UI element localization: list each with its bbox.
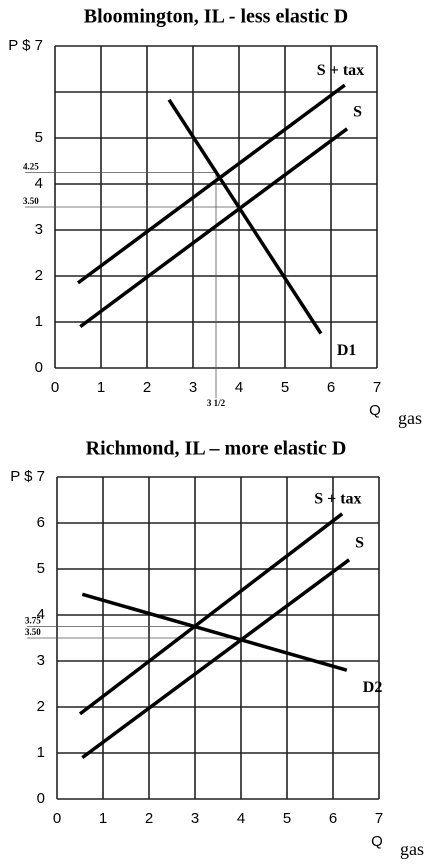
y-tick-label: 4	[37, 606, 45, 623]
x-tick-label: 5	[283, 810, 291, 827]
x-tick-label: 2	[145, 810, 153, 827]
x-tick-label: 1	[97, 379, 105, 396]
y-tick-label: 0	[37, 790, 45, 807]
x-tick-label: 3	[189, 379, 197, 396]
y-tick-label: P $ 7	[8, 37, 43, 54]
series-label: S	[353, 103, 362, 120]
x-axis-label: Q	[371, 833, 383, 850]
series-line	[78, 512, 344, 716]
y-tick-label: 3	[35, 221, 43, 238]
guide-label: 3.50	[23, 196, 39, 206]
guide-label: 3 1/2	[207, 398, 226, 408]
x-tick-label: 7	[375, 810, 383, 827]
series-line	[167, 98, 323, 335]
y-tick-label: 2	[35, 267, 43, 284]
guide-label: 3.75	[25, 616, 41, 626]
y-tick-label: 5	[35, 129, 43, 146]
guide-label: 3.50	[25, 627, 41, 637]
x-tick-label: 1	[99, 810, 107, 827]
x-tick-label: 4	[237, 810, 245, 827]
x-tick-label: 5	[281, 379, 289, 396]
x-tick-label: 0	[51, 379, 59, 396]
series-label: S + tax	[314, 490, 361, 507]
y-tick-label: 1	[37, 744, 45, 761]
chart-title: Bloomington, IL - less elastic D	[84, 6, 348, 28]
series-label: D2	[363, 679, 383, 696]
guide-label: 4.25	[23, 162, 39, 172]
y-tick-label: 1	[35, 313, 43, 330]
x-axis-label: Q	[369, 402, 381, 419]
x-tick-label: 6	[327, 379, 335, 396]
x-tick-label: 0	[53, 810, 61, 827]
series-label: D1	[337, 342, 357, 359]
x-tick-label: 2	[143, 379, 151, 396]
x-tick-label: 4	[235, 379, 243, 396]
series-label: S	[355, 534, 364, 551]
series-line	[76, 83, 346, 285]
y-tick-label: 2	[37, 698, 45, 715]
x-axis-label: gas	[398, 408, 422, 428]
y-tick-label: 3	[37, 652, 45, 669]
y-tick-label: 4	[35, 175, 43, 192]
x-tick-label: 6	[329, 810, 337, 827]
x-tick-label: 7	[373, 379, 381, 396]
chart-title: Richmond, IL – more elastic D	[86, 438, 347, 460]
x-tick-label: 3	[191, 810, 199, 827]
series-line	[81, 592, 348, 672]
y-tick-label: 0	[35, 359, 43, 376]
series-line	[79, 127, 349, 329]
y-tick-label: P $ 7	[10, 468, 45, 485]
series-line	[81, 558, 351, 760]
y-tick-label: 6	[37, 514, 45, 531]
x-axis-label: gas	[400, 839, 424, 859]
y-tick-label: 5	[37, 560, 45, 577]
series-label: S + tax	[317, 62, 364, 79]
